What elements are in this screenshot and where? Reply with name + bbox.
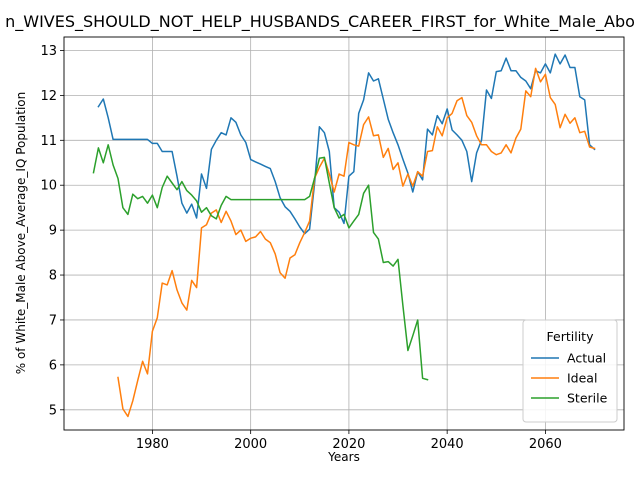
- y-tick-label: 8: [49, 269, 57, 284]
- y-tick-label: 13: [40, 44, 57, 59]
- legend-label-ideal: Ideal: [567, 371, 597, 386]
- legend-title: Fertility: [547, 329, 595, 344]
- plot-frame: [63, 36, 625, 431]
- y-tick-label: 7: [49, 313, 57, 328]
- y-axis-label: % of White_Male Above_Average_IQ Populat…: [14, 92, 28, 375]
- x-tick-label: 2060: [529, 437, 562, 452]
- x-axis-label: Years: [327, 450, 360, 464]
- legend: Fertility Actual Ideal Sterile: [522, 319, 618, 423]
- legend-label-actual: Actual: [567, 351, 606, 366]
- x-tick-label: 2000: [234, 437, 267, 452]
- x-axis: 1980 2000 2020 2040 2060: [136, 430, 562, 452]
- y-tick-label: 6: [49, 358, 57, 373]
- series-line-sterile: [92, 144, 429, 381]
- legend-box: [522, 319, 618, 423]
- legend-label-sterile: Sterile: [567, 391, 608, 406]
- chart-title: n_WIVES_SHOULD_NOT_HELP_HUSBANDS_CAREER_…: [5, 12, 635, 32]
- y-tick-label: 12: [40, 89, 57, 104]
- y-tick-label: 9: [49, 224, 57, 239]
- y-tick-label: 5: [49, 403, 57, 418]
- series-line-ideal: [117, 67, 596, 418]
- series-line-actual: [97, 53, 596, 235]
- grid: [64, 37, 624, 430]
- x-tick-label: 1980: [136, 437, 169, 452]
- x-tick-label: 2040: [431, 437, 464, 452]
- y-tick-label: 10: [40, 179, 57, 194]
- y-tick-label: 11: [40, 134, 57, 149]
- series-lines: [92, 53, 596, 418]
- x-tick-label: 2020: [332, 437, 365, 452]
- y-axis: 5 6 7 8 9 10 11 12 13: [40, 44, 64, 418]
